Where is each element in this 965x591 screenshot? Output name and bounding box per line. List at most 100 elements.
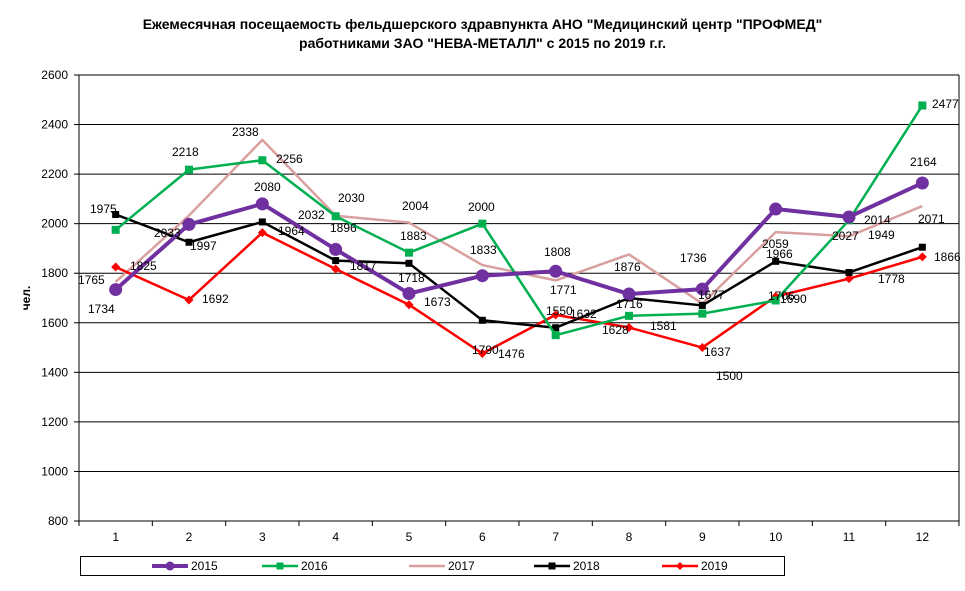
data-label: 1628 [602,323,629,337]
data-label: 1966 [766,247,793,261]
point-2016 [698,309,707,318]
x-tick-label: 11 [843,530,856,544]
x-tick-labels: 1 2 3 4 5 6 7 8 9 10 11 12 [112,530,929,544]
point-2015 [182,217,196,231]
legend-label: 2015 [191,559,218,573]
data-label: 2004 [402,199,429,213]
point-2019 [624,322,634,332]
data-label: 1476 [498,347,525,361]
legend-item-2015: 2015 [151,557,218,575]
point-2016 [625,311,633,320]
point-2019 [184,295,194,305]
point-2015 [769,202,783,216]
data-label: 2071 [918,212,945,226]
data-label: 1825 [130,259,157,273]
legend-swatch [534,562,570,570]
data-label: 2059 [762,237,789,251]
point-2019 [551,310,561,320]
data-label: 1771 [550,283,577,297]
point-2019 [697,343,707,353]
data-label: 1876 [614,260,641,274]
data-label: 1581 [650,319,677,333]
point-2016 [405,248,413,257]
point-2018 [918,243,926,251]
point-2019 [917,252,927,262]
y-tick-label: 2000 [41,217,68,231]
point-2016 [478,219,487,228]
axes [78,75,960,526]
data-label: 2027 [832,229,859,243]
point-2019 [477,349,487,359]
line-chart: 800100012001400160018002000220024002600 … [19,68,961,544]
series-line-2016 [114,104,924,337]
y-tick-label: 1400 [41,365,68,379]
x-tick-label: 12 [916,530,930,544]
point-2018 [405,259,413,267]
data-label: 1550 [546,304,573,318]
point-2016 [551,331,560,340]
point-2016 [331,212,340,221]
legend-item-2018: 2018 [533,557,600,575]
x-tick-label: 2 [186,530,193,544]
data-label: 1975 [90,202,117,216]
data-label: 1883 [400,229,427,243]
y-tick-label: 800 [48,514,68,528]
point-2015 [915,176,929,190]
data-label: 1673 [424,295,451,309]
data-label: 1790 [472,343,499,357]
point-2018 [552,324,560,332]
y-tick-label: 1600 [41,316,68,330]
data-label: 1765 [78,273,105,287]
x-tick-label: 8 [626,530,633,544]
legend-label: 2019 [701,559,728,573]
data-label: 1997 [190,239,217,253]
point-2016 [771,296,780,305]
point-2019 [331,264,341,274]
point-2015 [622,287,636,301]
data-label: 1734 [88,302,115,316]
point-2018 [112,210,120,218]
data-label: 2000 [468,200,495,214]
series-line-2015 [114,181,924,297]
point-2015 [695,282,709,296]
data-label: 2014 [864,213,891,227]
y-axis-label: чел. [19,286,33,311]
point-2018 [332,257,340,265]
point-2015 [329,242,343,256]
data-label: 1692 [202,292,229,306]
y-tick-label: 1000 [41,464,68,478]
legend-label: 2018 [573,559,600,573]
data-label: 2080 [254,180,281,194]
legend-item-2016: 2016 [261,557,328,575]
point-2019 [404,300,414,310]
y-tick-label: 2400 [41,118,68,132]
legend-item-2019: 2019 [661,557,728,575]
data-label: 1896 [330,221,357,235]
series-line-2018 [115,213,923,329]
legend-swatch [409,564,445,568]
series-2019 [111,228,927,359]
point-2015 [402,287,416,301]
x-tick-label: 9 [699,530,706,544]
legend-label: 2017 [448,559,475,573]
data-label: 1866 [934,250,961,264]
legend-swatch [262,562,298,570]
data-label: 1690 [780,292,807,306]
x-tick-label: 5 [406,530,413,544]
x-tick-label: 3 [259,530,266,544]
series-2015 [109,176,929,301]
series-line-2019 [115,231,923,355]
point-2019 [844,274,854,284]
point-2015 [475,269,489,283]
y-tick-label: 2600 [41,68,68,82]
point-2016 [111,225,120,234]
legend-label: 2016 [301,559,328,573]
y-tick-label: 1800 [41,266,68,280]
chart-title-line-2: работниками ЗАО "НЕВА-МЕТАЛЛ" с 2015 по … [299,35,666,51]
data-label: 2032 [298,208,325,222]
chart-title: Ежемесячная посещаемость фельдшерского з… [0,15,965,53]
point-2018 [845,268,853,276]
data-label: 1718 [398,271,425,285]
x-tick-label: 4 [332,530,339,544]
data-label: 1964 [278,224,305,238]
